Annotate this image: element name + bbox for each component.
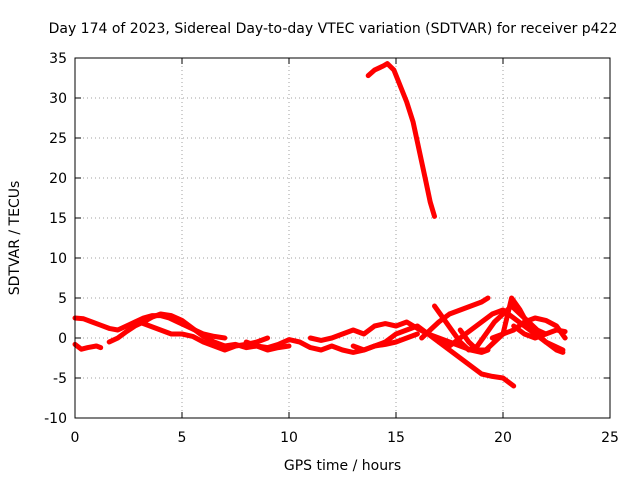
x-tick-label: 0: [71, 430, 80, 446]
series-layer: [72, 61, 568, 389]
series-line-arc-3: [72, 341, 104, 352]
series-line-arc-12: [457, 295, 566, 353]
series-line-arc-1: [365, 61, 437, 219]
grid: [75, 58, 610, 418]
series-line-arc-13: [489, 315, 568, 341]
y-tick-label: -5: [53, 371, 67, 387]
x-tick-label: 5: [178, 430, 187, 446]
y-tick-label: 35: [49, 51, 67, 67]
x-tick-label: 15: [387, 430, 405, 446]
y-tick-label: 25: [49, 131, 67, 147]
y-tick-label: 10: [49, 251, 67, 267]
series-line-arc-9: [419, 295, 491, 341]
y-axis-label: SDTVAR / TECUs: [7, 181, 23, 296]
y-tick-label: 15: [49, 211, 67, 227]
tick-layer: 0 5 10 15 20 25 -10 -5 0 5 10 15 20 25 30 35: [44, 51, 619, 446]
x-axis-label: GPS time / hours: [284, 458, 401, 474]
x-tick-label: 20: [494, 430, 512, 446]
x-tick-label: 25: [601, 430, 619, 446]
y-tick-label: -10: [44, 411, 67, 427]
y-tick-label: 5: [58, 291, 67, 307]
series-line-arc-8: [350, 323, 517, 389]
plot-frame: [74, 57, 611, 419]
y-tick-label: 0: [58, 331, 67, 347]
series-line-arc-14: [511, 323, 568, 341]
chart-title: Day 174 of 2023, Sidereal Day-to-day VTE…: [49, 21, 618, 37]
x-tick-label: 10: [280, 430, 298, 446]
y-tick-label: 20: [49, 171, 67, 187]
series-line-arc-6: [243, 331, 420, 355]
y-tick-label: 30: [49, 91, 67, 107]
